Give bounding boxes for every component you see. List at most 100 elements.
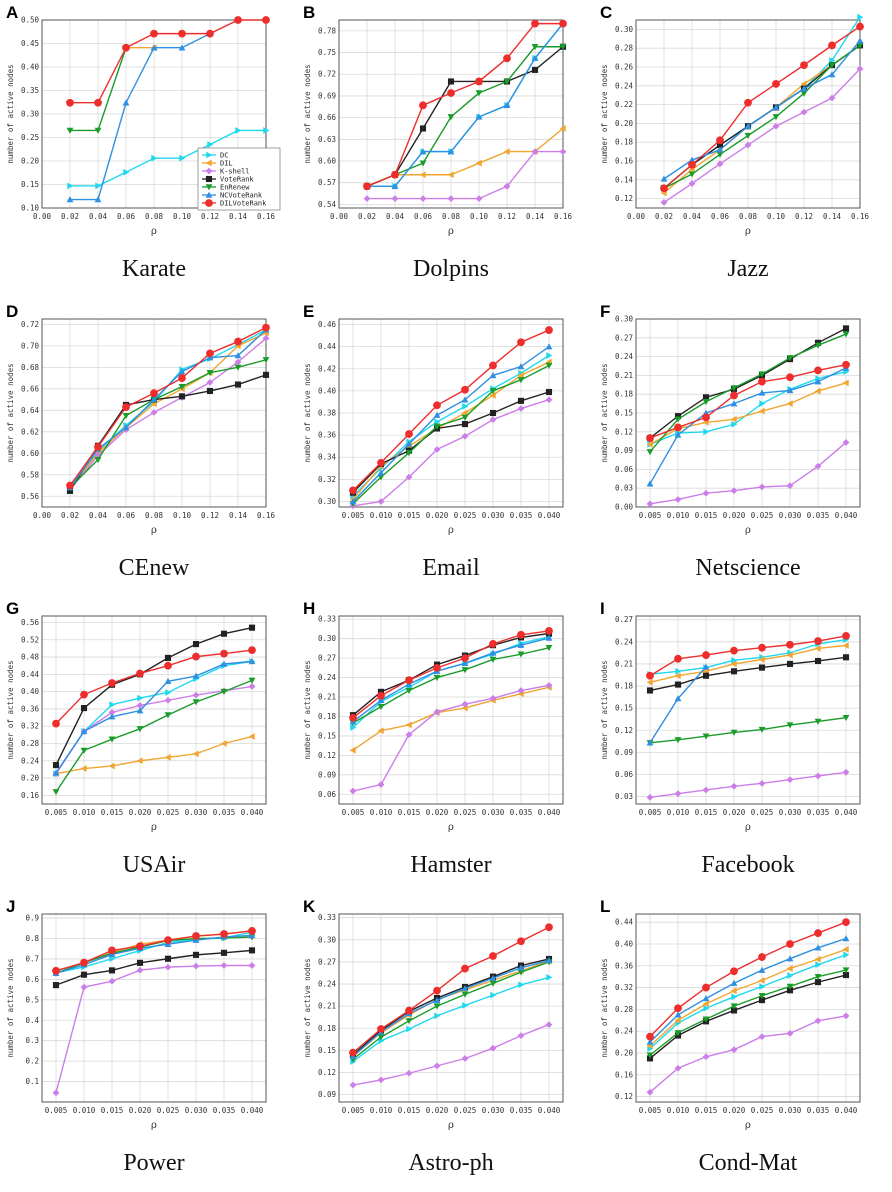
data-point	[730, 1003, 738, 1010]
series-ncvoterank	[349, 343, 553, 505]
x-tick-label: 0.12	[201, 511, 219, 520]
y-tick-label: 0.32	[21, 722, 39, 731]
series-voterank	[66, 371, 270, 494]
y-tick-label: 0.15	[615, 409, 633, 418]
x-tick-label: 0.015	[398, 511, 421, 520]
data-point	[675, 667, 682, 675]
data-point	[545, 396, 553, 404]
panel-letter: K	[303, 897, 316, 916]
y-tick-label: 0.62	[21, 427, 39, 436]
y-tick-label: 0.6	[25, 975, 39, 984]
data-point	[206, 378, 214, 386]
data-point	[730, 1007, 738, 1014]
data-point	[220, 930, 228, 938]
data-point	[52, 789, 60, 796]
data-point	[814, 657, 822, 665]
data-point	[702, 733, 710, 740]
legend-entry-k-shell: K-shell	[220, 168, 250, 176]
x-tick-label: 0.08	[442, 212, 461, 221]
series-dilvoterank	[66, 323, 270, 490]
y-tick-label: 0.44	[21, 670, 40, 679]
y-tick-label: 0.56	[21, 492, 40, 501]
y-tick-label: 0.60	[318, 157, 337, 166]
y-tick-label: 0.16	[615, 1070, 634, 1079]
series-line-dilvoterank	[649, 364, 847, 439]
y-tick-label: 0.44	[318, 342, 337, 351]
data-point	[248, 683, 256, 690]
data-point	[406, 1025, 413, 1033]
x-axis-label: ρ	[151, 525, 157, 536]
data-point	[220, 649, 228, 658]
panel-letter: E	[303, 302, 314, 321]
series-line-k-shell	[352, 399, 550, 507]
data-point	[248, 733, 255, 740]
data-point	[503, 78, 511, 85]
y-tick-label: 0.33	[318, 913, 336, 922]
data-point	[545, 388, 553, 396]
plot-frame	[338, 913, 564, 1103]
data-point	[814, 387, 821, 395]
legend-entry-enrenew: EnRenew	[220, 184, 250, 192]
data-point	[772, 122, 780, 130]
y-tick-label: 0.18	[318, 712, 337, 721]
x-tick-label: 0.005	[639, 511, 662, 520]
data-point	[731, 993, 738, 1001]
chart-panel-i: I 0.03 0.06 0.09 0.12 0.15 0.18 0.21 0.24 0.27 0.0…	[600, 599, 861, 878]
data-point	[800, 85, 808, 92]
data-point	[405, 1006, 413, 1015]
x-tick-label: 0.010	[667, 808, 690, 817]
data-point	[164, 696, 172, 704]
x-tick-label: 0.030	[779, 808, 802, 817]
series-k-shell	[66, 334, 270, 494]
data-point	[248, 646, 256, 655]
legend-marker	[205, 175, 213, 183]
data-point	[828, 71, 836, 78]
series-line-k-shell	[649, 441, 847, 505]
y-tick-label: 0.24	[615, 352, 634, 361]
y-tick-label: 0.24	[615, 637, 634, 646]
y-tick-label: 0.10	[21, 204, 40, 213]
x-tick-label: 0.06	[117, 212, 136, 221]
y-tick-label: 0.5	[25, 995, 39, 1004]
series-ncvoterank	[646, 364, 850, 487]
data-point	[164, 661, 172, 670]
series-line-dilvoterank	[352, 926, 550, 1054]
legend: DCDILK-shellVoteRankEnRenewNCVoteRankDIL…	[197, 147, 281, 211]
data-point	[248, 932, 256, 939]
data-point	[517, 969, 525, 976]
data-point	[178, 393, 186, 400]
series-line-dc	[649, 638, 847, 675]
y-tick-label: 0.21	[615, 371, 633, 380]
series-k-shell	[349, 1021, 553, 1089]
data-point	[178, 44, 186, 51]
y-tick-label: 0.70	[21, 341, 40, 350]
x-tick-label: 0.020	[129, 808, 152, 817]
series-line-dilvoterank	[55, 930, 253, 972]
x-tick-label: 0.035	[510, 1106, 533, 1115]
x-axis-label: ρ	[448, 226, 454, 237]
plot-frame	[338, 318, 564, 508]
panel-letter: D	[6, 302, 18, 321]
x-axis-label: ρ	[745, 525, 751, 536]
data-point	[377, 469, 385, 476]
data-point	[531, 44, 539, 51]
series-line-k-shell	[367, 150, 563, 200]
y-axis-label: number of active nodes	[600, 363, 609, 462]
data-point	[178, 29, 186, 38]
y-tick-label: 0.36	[615, 961, 634, 970]
x-tick-label: 0.04	[683, 212, 702, 221]
data-point	[786, 651, 793, 659]
data-point	[730, 782, 738, 790]
series-k-shell	[349, 681, 553, 795]
series-line-ncvoterank	[352, 346, 550, 502]
x-tick-label: 0.10	[470, 212, 489, 221]
data-point	[207, 141, 214, 148]
data-point	[489, 372, 497, 379]
data-point	[108, 977, 116, 985]
data-point	[517, 937, 525, 946]
data-point	[165, 689, 172, 696]
series-line-enrenew	[649, 717, 847, 744]
x-tick-label: 0.020	[129, 1106, 152, 1115]
y-tick-label: 0.54	[318, 200, 337, 209]
